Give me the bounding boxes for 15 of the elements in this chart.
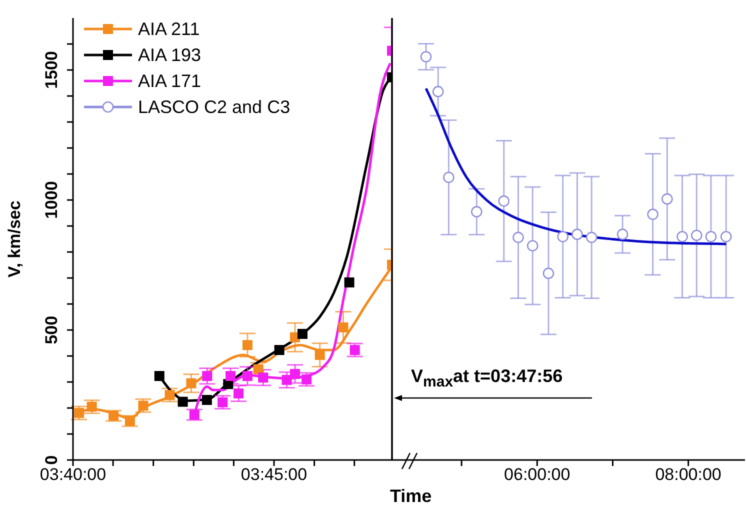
annotation: V$_{max}$at t=03:47:56 (411, 366, 563, 391)
legend-label: AIA 211 (138, 18, 200, 41)
x-tick-label: 06:00:00 (504, 465, 570, 484)
x-tick-label: 08:00:00 (655, 465, 722, 484)
legend-label: LASCO C2 and C3 (138, 96, 290, 119)
y-tick-label: 1500 (42, 51, 61, 89)
legend-label: AIA 193 (138, 44, 202, 67)
x-axis-title: Time (390, 486, 432, 507)
legend-label: AIA 171 (138, 70, 202, 93)
y-tick-label: 1000 (42, 181, 61, 219)
x-tick-label: 03:40:00 (40, 465, 106, 484)
y-tick-label: 500 (42, 316, 61, 344)
x-tick-label: 03:45:00 (240, 465, 308, 484)
y-axis-title: V, km/sec (5, 200, 24, 278)
y-tick-label: 0 (42, 455, 61, 465)
